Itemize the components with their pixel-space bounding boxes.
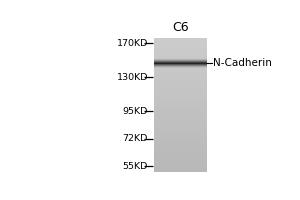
- Text: 130KD: 130KD: [116, 73, 148, 82]
- Text: 95KD: 95KD: [123, 107, 148, 116]
- Text: 72KD: 72KD: [123, 134, 148, 143]
- Text: N-Cadherin: N-Cadherin: [213, 58, 272, 68]
- Text: 170KD: 170KD: [117, 39, 148, 48]
- Text: C6: C6: [172, 21, 189, 34]
- Text: 55KD: 55KD: [123, 162, 148, 171]
